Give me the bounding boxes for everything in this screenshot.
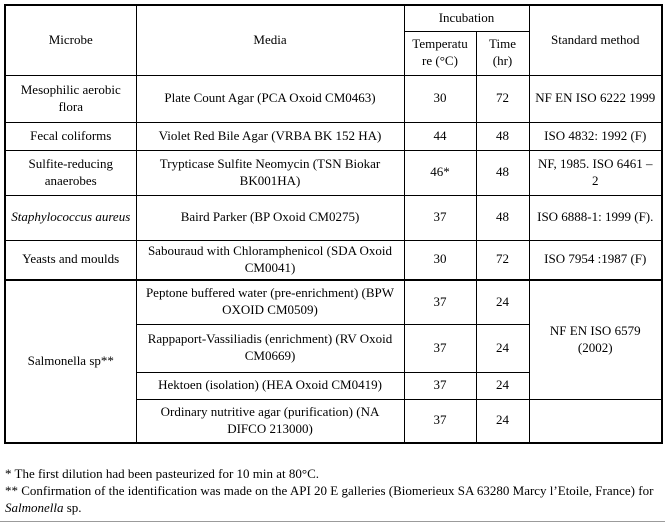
media-cell: Hektoen (isolation) (HEA Oxoid CM0419) — [135, 371, 405, 400]
temperature-cell: 37 — [403, 323, 477, 373]
time-cell: 48 — [475, 121, 530, 151]
temperature-cell: 37 — [403, 279, 477, 325]
temperature-cell: 37 — [403, 194, 477, 241]
media-cell: Peptone buffered water (pre-enrichment) … — [135, 279, 405, 325]
header-temperature: Temperatu re (°C) — [403, 30, 477, 76]
header-standard-method: Standard method — [528, 4, 663, 76]
footnote-1: * The first dilution had been pasteurize… — [5, 466, 319, 481]
header-time: Time (hr) — [475, 30, 530, 76]
time-cell: 48 — [475, 149, 530, 196]
table-row: Hektoen (isolation) (HEA Oxoid CM0419) 3… — [5, 371, 662, 400]
temperature-cell: 30 — [403, 74, 477, 123]
media-cell: Baird Parker (BP Oxoid CM0275) — [135, 194, 405, 241]
header-time-line1: Time — [489, 36, 516, 52]
microbe-cell-salmonella: Salmonella sp** — [4, 279, 137, 444]
time-cell: 24 — [475, 398, 530, 444]
microbe-cell: Mesophilic aerobic flora — [4, 74, 137, 123]
time-cell: 72 — [475, 239, 530, 281]
bottom-page-rule — [0, 521, 665, 522]
media-cell: Ordinary nutritive agar (purification) (… — [135, 398, 405, 444]
table-row: Salmonella sp** Peptone buffered water (… — [4, 279, 663, 444]
standard-method-cell: ISO 6888-1: 1999 (F). — [528, 194, 663, 241]
temperature-cell: 46* — [403, 149, 477, 196]
media-cell: Violet Red Bile Agar (VRBA BK 152 HA) — [135, 121, 405, 151]
microbiology-methods-table: Microbe Media Incubation Standard method… — [4, 4, 663, 444]
standard-method-cell: ISO 7954 :1987 (F) — [528, 239, 663, 281]
table-row: Fecal coliforms Violet Red Bile Agar (VR… — [4, 121, 663, 151]
table-row: Ordinary nutritive agar (purification) (… — [5, 398, 663, 444]
footnote-2: ** Confirmation of the identification wa… — [5, 482, 660, 516]
header-incubation: Incubation — [403, 4, 530, 32]
footnotes: * The first dilution had been pasteurize… — [5, 465, 660, 516]
standard-method-cell: NF EN ISO 6222 1999 — [528, 74, 663, 123]
media-cell: Plate Count Agar (PCA Oxoid CM0463) — [135, 74, 405, 123]
standard-method-cell-empty — [528, 398, 663, 444]
time-cell: 24 — [475, 371, 530, 400]
table-row: Staphylococcus aureus Baird Parker (BP O… — [4, 194, 663, 241]
footnote-2-salmonella: Salmonella — [5, 500, 64, 516]
header-media: Media — [135, 4, 405, 76]
media-cell: Sabouraud with Chloramphenicol (SDA Oxoi… — [135, 239, 405, 281]
time-cell: 24 — [475, 279, 530, 325]
header-microbe: Microbe — [4, 4, 137, 76]
header-temperature-line1: Temperatu — [412, 36, 468, 52]
footnote-2-text: ** Confirmation of the identification wa… — [5, 483, 654, 499]
microbe-cell: Fecal coliforms — [4, 121, 137, 151]
table-row: Sulfite-reducing anaerobes Trypticase Su… — [4, 149, 663, 196]
header-temperature-line2: re (°C) — [422, 53, 458, 68]
standard-method-cell: NF, 1985. ISO 6461 – 2 — [528, 149, 663, 196]
time-cell: 24 — [475, 323, 530, 373]
media-cell: Rappaport-Vassiliadis (enrichment) (RV O… — [135, 323, 405, 373]
table-row: Rappaport-Vassiliadis (enrichment) (RV O… — [5, 323, 662, 373]
microbe-cell: Sulfite-reducing anaerobes — [4, 149, 137, 196]
table-row: Mesophilic aerobic flora Plate Count Aga… — [4, 74, 663, 123]
microbe-cell: Staphylococcus aureus — [4, 194, 137, 241]
temperature-cell: 44 — [403, 121, 477, 151]
footnote-2-suffix: sp. — [63, 500, 82, 516]
table-row: Yeasts and moulds Sabouraud with Chloram… — [4, 239, 663, 281]
temperature-cell: 37 — [403, 371, 477, 400]
media-cell: Trypticase Sulfite Neomycin (TSN Biokar … — [135, 149, 405, 196]
time-cell: 48 — [475, 194, 530, 241]
header-time-line2: (hr) — [492, 53, 513, 68]
microbe-cell: Yeasts and moulds — [4, 239, 137, 281]
temperature-cell: 30 — [403, 239, 477, 281]
standard-method-cell: ISO 4832: 1992 (F) — [528, 121, 663, 151]
time-cell: 72 — [475, 74, 530, 123]
temperature-cell: 37 — [403, 398, 477, 444]
standard-method-cell-salmonella: NF EN ISO 6579 (2002) — [528, 279, 663, 400]
